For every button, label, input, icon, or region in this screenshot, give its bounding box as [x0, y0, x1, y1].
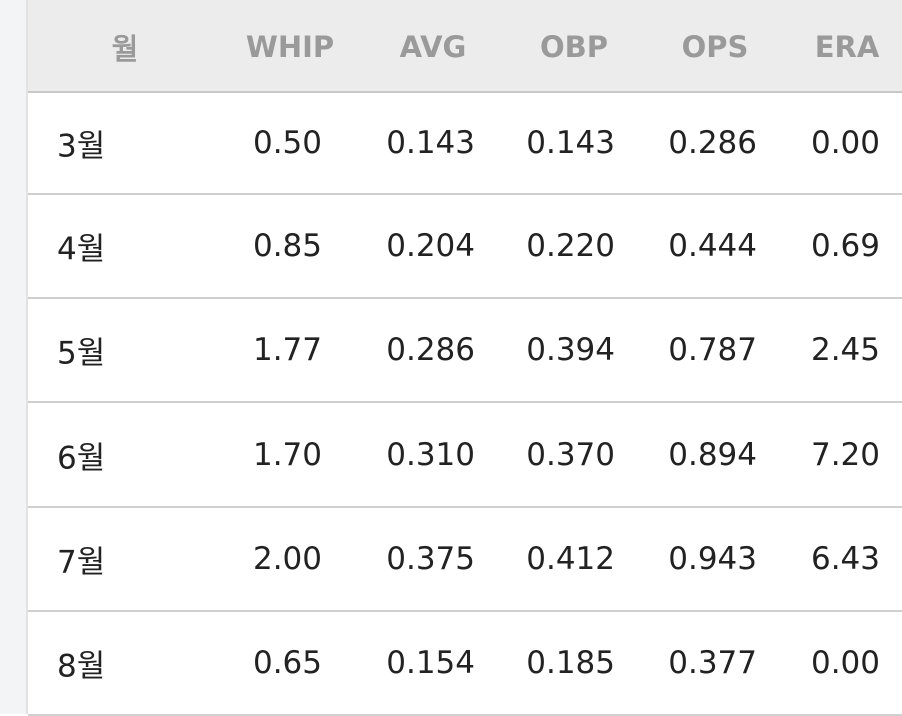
table-row: 4월 0.85 0.204 0.220 0.444 0.69 [28, 195, 902, 299]
table-row: 3월 0.50 0.143 0.143 0.286 0.00 [28, 93, 902, 195]
column-header: OBP [539, 30, 609, 64]
stat-cell: 0.286 [668, 125, 757, 161]
stat-cell: 0.143 [526, 125, 615, 161]
stat-cell: 0.143 [386, 125, 475, 161]
stat-cell: 0.65 [252, 645, 322, 681]
stat-cell: 0.00 [810, 125, 880, 161]
table-row: 7월 2.00 0.375 0.412 0.943 6.43 [28, 508, 902, 612]
stat-cell: 0.286 [386, 332, 475, 368]
stat-cell: 2.00 [252, 541, 322, 577]
stat-cell: 0.185 [526, 645, 615, 681]
stat-cell: 0.894 [668, 436, 757, 473]
stat-cell: 0.444 [668, 228, 757, 264]
side-strip [0, 0, 28, 714]
column-header: WHIP [245, 30, 335, 64]
stat-cell: 0.310 [386, 436, 475, 473]
column-header: OPS [681, 30, 749, 64]
header-row: 월 WHIP AVG OBP OPS ERA [28, 0, 902, 93]
stat-cell: 0.787 [668, 332, 757, 368]
stat-cell: 0.00 [810, 645, 880, 681]
stat-cell: 0.377 [668, 645, 757, 681]
stat-cell: 1.77 [252, 332, 322, 368]
stat-cell: 0.370 [526, 436, 615, 473]
month-cell: 8월 [57, 648, 106, 685]
table-row: 5월 1.77 0.286 0.394 0.787 2.45 [28, 299, 902, 403]
stat-cell: 6.43 [810, 541, 880, 577]
stat-cell: 0.85 [252, 228, 322, 264]
month-cell: 5월 [57, 335, 106, 372]
stat-cell: 0.412 [526, 541, 615, 577]
table-row: 6월 1.70 0.310 0.370 0.894 7.20 [28, 403, 902, 508]
stat-cell: 1.70 [252, 436, 322, 473]
stat-cell: 0.943 [668, 541, 757, 577]
stat-cell: 0.69 [810, 228, 880, 264]
stat-cell: 0.204 [386, 228, 475, 264]
stat-cell: 7.20 [810, 436, 880, 473]
stat-cell: 0.375 [386, 541, 475, 577]
column-header: 월 [111, 32, 139, 66]
stat-cell: 2.45 [810, 332, 880, 368]
month-cell: 4월 [57, 231, 106, 268]
month-cell: 3월 [57, 128, 106, 165]
column-header: ERA [814, 30, 880, 64]
column-header: AVG [399, 30, 467, 64]
stat-cell: 0.154 [386, 645, 475, 681]
stat-cell: 0.50 [252, 125, 322, 161]
stat-cell: 0.220 [526, 228, 615, 264]
month-cell: 7월 [57, 544, 106, 581]
month-cell: 6월 [57, 440, 106, 476]
stat-cell: 0.394 [526, 332, 615, 368]
table-row: 8월 0.65 0.154 0.185 0.377 0.00 [28, 612, 902, 716]
